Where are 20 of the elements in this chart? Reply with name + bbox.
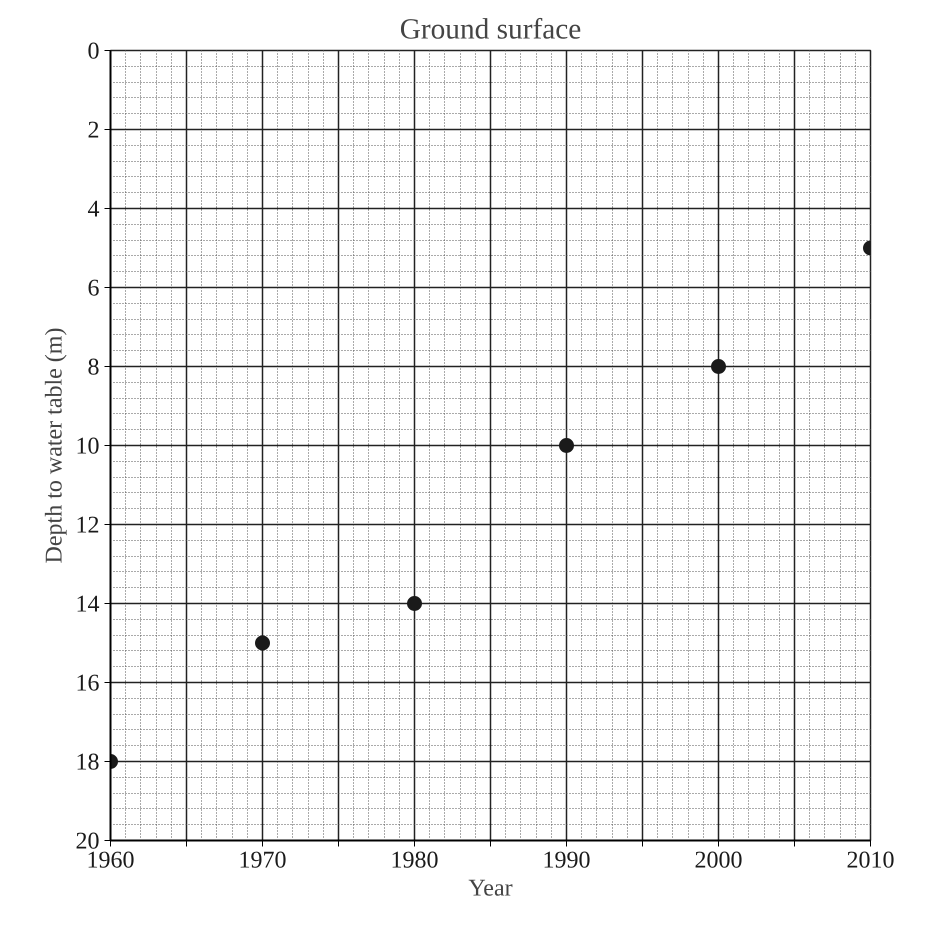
point <box>559 438 574 453</box>
x-axis-title: Year <box>468 876 513 902</box>
y-tick-label: 8 <box>88 354 100 380</box>
x-tick-label: 1970 <box>238 848 286 874</box>
y-tick-label: 12 <box>76 512 100 538</box>
point <box>407 596 422 611</box>
y-tick-label: 16 <box>76 670 100 696</box>
y-axis-title: Depth to water table (m) <box>42 328 68 564</box>
y-tick-label: 10 <box>76 434 100 460</box>
y-tick-label: 6 <box>88 276 100 302</box>
x-tick-label: 2000 <box>694 848 742 874</box>
y-tick-label: 2 <box>88 118 100 144</box>
x-tick-label: 1990 <box>542 848 590 874</box>
x-tick-label: 2010 <box>846 848 894 874</box>
y-tick-label: 4 <box>88 196 100 222</box>
chart-title: Ground surface <box>400 14 582 46</box>
y-tick-label: 0 <box>88 38 100 64</box>
y-tick-label: 18 <box>76 750 100 776</box>
x-tick-label: 1980 <box>390 848 438 874</box>
y-tick-label: 14 <box>76 592 100 618</box>
